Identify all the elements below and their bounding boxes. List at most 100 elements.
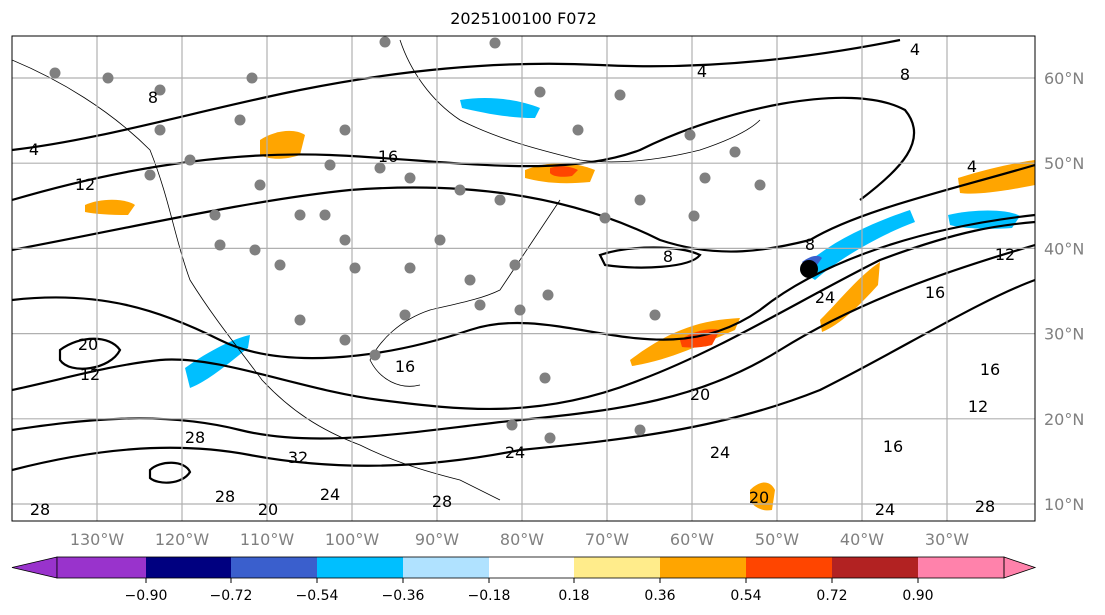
coastlines <box>12 39 761 501</box>
station-dot <box>434 234 446 246</box>
negative-anomaly <box>185 335 250 388</box>
contour-line <box>12 220 1035 411</box>
station-dot <box>634 194 646 206</box>
station-dot <box>399 309 411 321</box>
colorbar-tick-label: 0.90 <box>902 588 933 604</box>
station-dot <box>339 334 351 346</box>
contour-label: 28 <box>30 500 50 519</box>
lat-label: 60°N <box>1044 69 1084 88</box>
map-title: 2025100100 F072 <box>450 9 597 28</box>
station-dot <box>102 72 114 84</box>
lon-label: 50°W <box>755 530 799 549</box>
colorbar-tick-label: −0.18 <box>468 588 511 604</box>
station-dot <box>509 259 521 271</box>
colorbar-extend-high <box>1003 556 1037 579</box>
colorbar-tick-label: −0.90 <box>125 588 168 604</box>
contour-label: 12 <box>968 397 988 416</box>
station-dot <box>454 184 466 196</box>
contour-label: 28 <box>185 428 205 447</box>
contour-label: 20 <box>690 385 710 404</box>
station-dot <box>154 84 166 96</box>
station-dot <box>494 194 506 206</box>
station-dot <box>754 179 766 191</box>
contour-label: 20 <box>258 500 278 519</box>
positive-anomaly <box>820 262 880 332</box>
station-dot <box>506 419 518 431</box>
lat-label: 10°N <box>1044 495 1084 514</box>
colorbar-tick-label: 0.36 <box>644 588 675 604</box>
station-dot <box>249 244 261 256</box>
station-dot <box>154 124 166 136</box>
station-dot <box>274 259 286 271</box>
contour-label: 4 <box>910 40 920 59</box>
colorbar-tick-label: −0.36 <box>382 588 425 604</box>
lon-label: 40°W <box>840 530 884 549</box>
contour-label: 20 <box>749 488 769 507</box>
lon-label: 60°W <box>670 530 714 549</box>
colorbar-bin <box>832 557 918 578</box>
colorbar-tick-label: −0.72 <box>210 588 253 604</box>
station-dot <box>404 262 416 274</box>
contour-label: 16 <box>925 283 945 302</box>
station-dot <box>542 289 554 301</box>
contour-label: 16 <box>378 147 398 166</box>
north-coastline <box>399 39 761 163</box>
lon-label: 90°W <box>415 530 459 549</box>
station-dot <box>324 159 336 171</box>
contour-label: 16 <box>980 360 1000 379</box>
contour-label: 12 <box>80 365 100 384</box>
contour-label: 24 <box>320 485 340 504</box>
lat-label: 40°N <box>1044 239 1084 258</box>
station-dot <box>214 239 226 251</box>
colorbar-frame <box>56 556 1005 579</box>
station-dot <box>684 129 696 141</box>
station-dot <box>319 209 331 221</box>
station-dot <box>209 209 221 221</box>
station-dot <box>184 154 196 166</box>
station-dot <box>339 124 351 136</box>
colorbar-bin <box>489 557 574 578</box>
colorbar-bin <box>918 557 1004 578</box>
station-dot <box>369 349 381 361</box>
station-dot <box>514 304 526 316</box>
colorbar-tick-label: 0.18 <box>558 588 589 604</box>
colorbar-bin <box>660 557 746 578</box>
contour-line <box>58 337 122 370</box>
station-dot <box>49 67 61 79</box>
plot-frame <box>11 35 1036 522</box>
colorbar: −0.90 −0.72 −0.54 −0.36 −0.18 0.18 0.36 0.54 0.7… <box>11 556 1037 604</box>
contour-label: 8 <box>805 235 815 254</box>
graticule <box>12 36 1035 521</box>
colorbar-bin <box>574 557 660 578</box>
east-coastline <box>369 199 561 387</box>
station-dot <box>688 210 700 222</box>
contour-label: 20 <box>78 335 98 354</box>
station-dot <box>144 169 156 181</box>
lon-label: 30°W <box>925 530 969 549</box>
contour-line <box>12 163 1035 253</box>
station-dots <box>49 36 766 444</box>
contour-label: 12 <box>995 245 1015 264</box>
colorbar-bin <box>146 557 231 578</box>
contour-label: 28 <box>432 492 452 511</box>
contour-label: 24 <box>505 443 525 462</box>
lat-label: 20°N <box>1044 410 1084 429</box>
contour-label: 8 <box>148 88 158 107</box>
lon-label: 110°W <box>240 530 295 549</box>
positive-anomaly <box>260 130 305 159</box>
colorbar-bin <box>317 557 403 578</box>
station-dot <box>474 299 486 311</box>
colorbar-bin <box>57 557 146 578</box>
lon-label: 130°W <box>70 530 125 549</box>
colorbar-bin <box>231 557 317 578</box>
contour-line <box>12 243 1035 440</box>
contour-label: 16 <box>883 437 903 456</box>
contour-label: 4 <box>29 140 39 159</box>
contour-label: 4 <box>967 157 977 176</box>
contour-label: 28 <box>215 487 235 506</box>
lat-label: 30°N <box>1044 325 1084 344</box>
negative-anomaly <box>800 210 915 280</box>
station-dot <box>614 89 626 101</box>
station-dot <box>234 114 246 126</box>
